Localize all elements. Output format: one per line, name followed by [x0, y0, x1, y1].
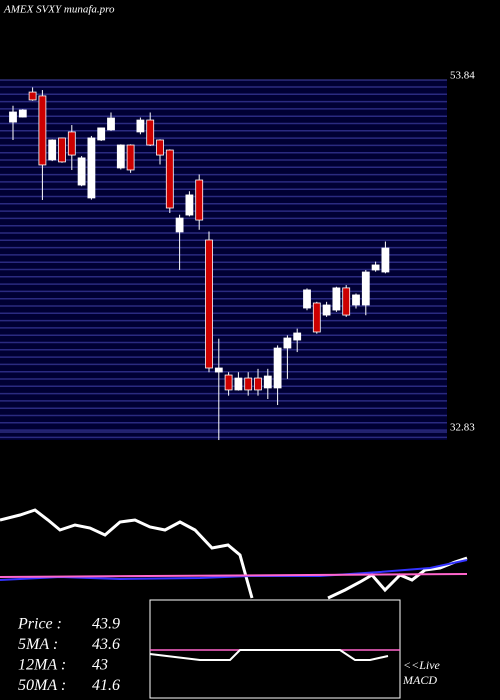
indicator-value: 43: [92, 657, 108, 674]
candle-body: [205, 239, 213, 369]
ma-line: [0, 573, 468, 578]
candle-body: [67, 131, 76, 156]
y-tick-label: 53.84: [450, 70, 475, 82]
candle-body: [9, 111, 17, 123]
candle-body: [116, 144, 125, 169]
candle-body: [77, 157, 86, 186]
candle-body: [175, 217, 184, 233]
candle-body: [156, 139, 164, 156]
candle-body: [97, 127, 106, 141]
indicator-value: 41.6: [92, 677, 120, 694]
candle-body: [312, 302, 321, 333]
candle-body: [28, 91, 37, 101]
candle-body: [361, 271, 370, 306]
candle-body: [293, 332, 302, 341]
indicator-label: 50MA :: [18, 677, 66, 694]
candle-body: [48, 139, 57, 161]
candle-body: [273, 347, 282, 389]
candle-body: [342, 287, 351, 316]
candle-body: [283, 337, 292, 349]
candle-body: [18, 109, 27, 118]
candle-body: [224, 374, 233, 391]
candle-body: [136, 119, 145, 133]
indicator-label: Price :: [17, 616, 62, 633]
indicator-value: 43.6: [92, 636, 120, 653]
candle-body: [87, 137, 96, 199]
indicators: Price : 43.9 5MA : 43.6 12MA : 43 50MA : 41.6: [17, 616, 120, 695]
indicator-label: 12MA :: [18, 657, 66, 674]
candle-body: [146, 119, 155, 146]
candle-body: [303, 289, 311, 309]
candle-body: [38, 95, 47, 166]
candle-body: [165, 149, 174, 209]
candle-body: [234, 377, 243, 391]
macd-label: MACD: [402, 673, 437, 687]
candle-body: [185, 194, 194, 216]
candle-body: [107, 117, 115, 131]
macd-line: [149, 649, 389, 661]
candle-body: [263, 375, 272, 389]
macd-label: <<Live: [403, 658, 441, 672]
indicator-label: 5MA :: [18, 636, 58, 653]
y-tick-label: 32.83: [450, 422, 475, 434]
candle-body: [352, 294, 360, 306]
candle-body: [371, 264, 380, 271]
candle-body: [58, 137, 66, 163]
candle-body: [381, 247, 390, 273]
candle-body: [126, 144, 135, 171]
candle-body: [195, 179, 204, 221]
candle-body: [244, 377, 253, 391]
indicator-value: 43.9: [92, 616, 120, 633]
candle-body: [214, 367, 223, 373]
candle-body: [254, 377, 262, 391]
candle-body: [322, 304, 331, 316]
chart-title: AMEX SVXY munafa.pro: [3, 4, 115, 16]
rsi-line: [0, 508, 254, 599]
candle-body: [332, 287, 341, 311]
